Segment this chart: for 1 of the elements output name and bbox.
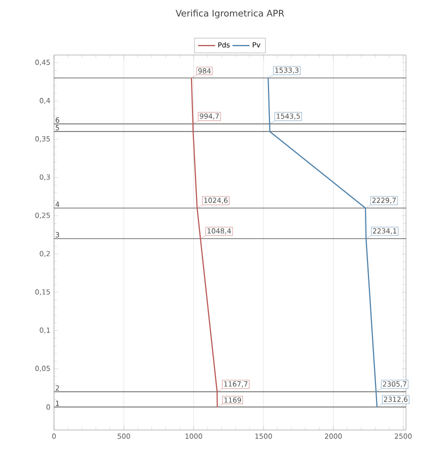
chart-title: Verifica Igrometrica APR [176, 10, 284, 18]
